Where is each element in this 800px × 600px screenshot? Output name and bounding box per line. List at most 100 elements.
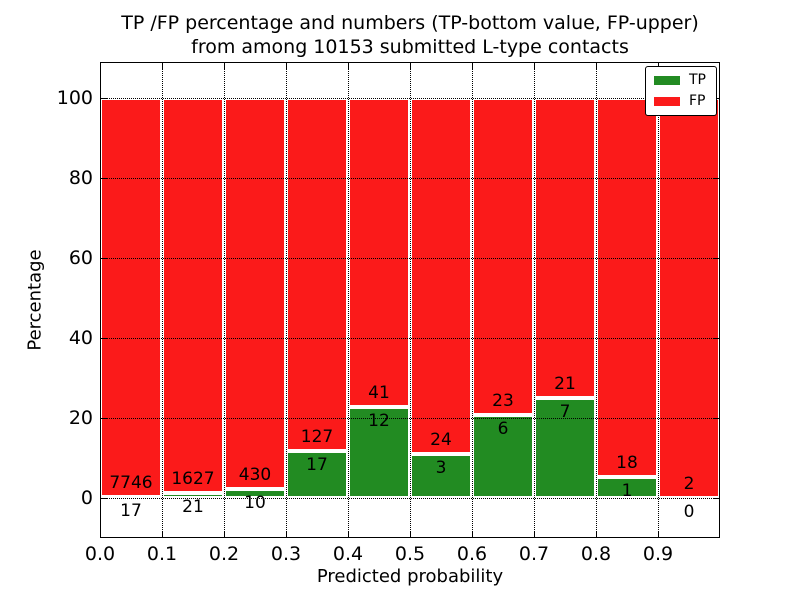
fp-count-label: 7746: [109, 473, 153, 494]
y-tick-label: 80: [68, 167, 93, 189]
x-tick-label: 0.4: [332, 543, 364, 565]
chart-title-line1: TP /FP percentage and numbers (TP-bottom…: [121, 12, 699, 34]
bar-segment-tp: [410, 453, 472, 498]
x-tick-label: 0.8: [580, 543, 612, 565]
x-axis-tick: [409, 531, 411, 537]
x-axis-tick: [161, 531, 163, 537]
bar-segment-tp: [348, 407, 410, 498]
x-axis-tick-top: [161, 63, 163, 69]
x-tick-label: 0.2: [208, 543, 240, 565]
bar-segment-tp: [534, 398, 596, 498]
grid-line-x: [471, 62, 473, 538]
y-axis-tick: [101, 97, 107, 99]
legend-swatch-icon: [654, 76, 680, 85]
legend-item: TP: [654, 73, 716, 88]
y-axis-tick-right: [713, 337, 719, 339]
tp-count-label: 10: [244, 492, 266, 513]
y-tick-label: 40: [68, 327, 93, 349]
fp-count-label: 2: [683, 474, 695, 494]
fp-count-label: 127: [300, 426, 334, 447]
bar-segment-tp: [224, 488, 286, 498]
bar-segment-fp: [286, 98, 348, 451]
bar-segment-fp: [596, 98, 658, 477]
x-tick-label: 0.0: [84, 543, 116, 565]
tp-count-label: 0: [683, 502, 695, 522]
tp-count-label: 1: [621, 480, 633, 501]
grid-line-y: [100, 97, 720, 99]
bar-segment-fp: [224, 98, 286, 489]
y-axis-tick-right: [713, 177, 719, 179]
y-axis-tick: [101, 497, 107, 499]
bar-segment-tp: [472, 415, 534, 498]
grid-line-y: [100, 497, 720, 499]
tp-count-label: 6: [497, 419, 509, 440]
y-axis-tick-right: [713, 417, 719, 419]
y-axis-tick: [101, 337, 107, 339]
y-axis-tick-right: [713, 497, 719, 499]
y-tick-label: 60: [68, 247, 93, 269]
legend: TP FP: [645, 66, 717, 116]
x-axis-tick-top: [223, 63, 225, 69]
x-axis-tick-top: [99, 63, 101, 69]
grid-line-y: [100, 417, 720, 419]
fp-count-label: 21: [554, 374, 576, 394]
fp-count-label: 18: [616, 452, 638, 473]
x-tick-label: 0.7: [518, 543, 550, 565]
bar-segment-fp: [348, 98, 410, 408]
y-tick-label: 100: [56, 87, 93, 109]
x-tick-label: 0.6: [456, 543, 488, 565]
x-axis-tick-top: [347, 63, 349, 69]
chart-title-line2: from among 10153 submitted L-type contac…: [191, 36, 629, 58]
legend-swatch-icon: [654, 97, 680, 106]
tp-count-label: 17: [120, 501, 142, 522]
bar-segment-tp: [162, 492, 224, 498]
bar-segment-fp: [472, 98, 534, 416]
grid-line-x: [223, 62, 225, 538]
grid-line-x: [533, 62, 535, 538]
grid-line-x: [161, 62, 163, 538]
fp-count-label: 41: [368, 383, 390, 404]
grid-line-y: [100, 177, 720, 179]
legend-item: FP: [654, 94, 716, 109]
grid-line-x: [657, 62, 659, 538]
tp-count-label: 3: [435, 457, 447, 478]
bar-segment-fp: [658, 98, 720, 498]
y-tick-label: 20: [68, 407, 93, 429]
grid-line-x: [347, 62, 349, 538]
tp-count-label: 21: [182, 496, 204, 517]
y-axis-tick: [101, 177, 107, 179]
x-axis-tick-top: [595, 63, 597, 69]
bar-segment-fp: [162, 98, 224, 493]
x-axis-tick: [471, 531, 473, 537]
grid-line-x: [409, 62, 411, 538]
bar-segment-tp: [596, 476, 658, 498]
bar-segment-fp: [410, 98, 472, 454]
x-axis-tick: [99, 531, 101, 537]
fp-count-label: 24: [430, 429, 452, 450]
bar-segment-fp: [100, 98, 162, 498]
grid-line-y: [100, 257, 720, 259]
x-axis-tick-top: [471, 63, 473, 69]
x-tick-label: 0.5: [394, 543, 426, 565]
x-axis-label: Predicted probability: [316, 566, 504, 587]
y-axis-tick-right: [713, 257, 719, 259]
y-axis-tick: [101, 257, 107, 259]
x-axis-tick-top: [409, 63, 411, 69]
grid-line-x: [595, 62, 597, 538]
x-tick-label: 0.3: [270, 543, 302, 565]
x-axis-tick: [533, 531, 535, 537]
bar-segment-tp: [286, 450, 348, 498]
x-axis-tick: [657, 531, 659, 537]
grid-line-y: [100, 337, 720, 339]
x-axis-tick: [285, 531, 287, 537]
fp-count-label: 23: [492, 391, 514, 412]
grid-line-x: [285, 62, 287, 538]
legend-item-label: TP: [689, 72, 706, 88]
x-axis-tick-top: [285, 63, 287, 69]
tp-count-label: 12: [368, 411, 390, 432]
x-tick-label: 0.9: [642, 543, 674, 565]
tp-count-label: 7: [559, 402, 571, 422]
fp-count-label: 430: [238, 464, 272, 485]
